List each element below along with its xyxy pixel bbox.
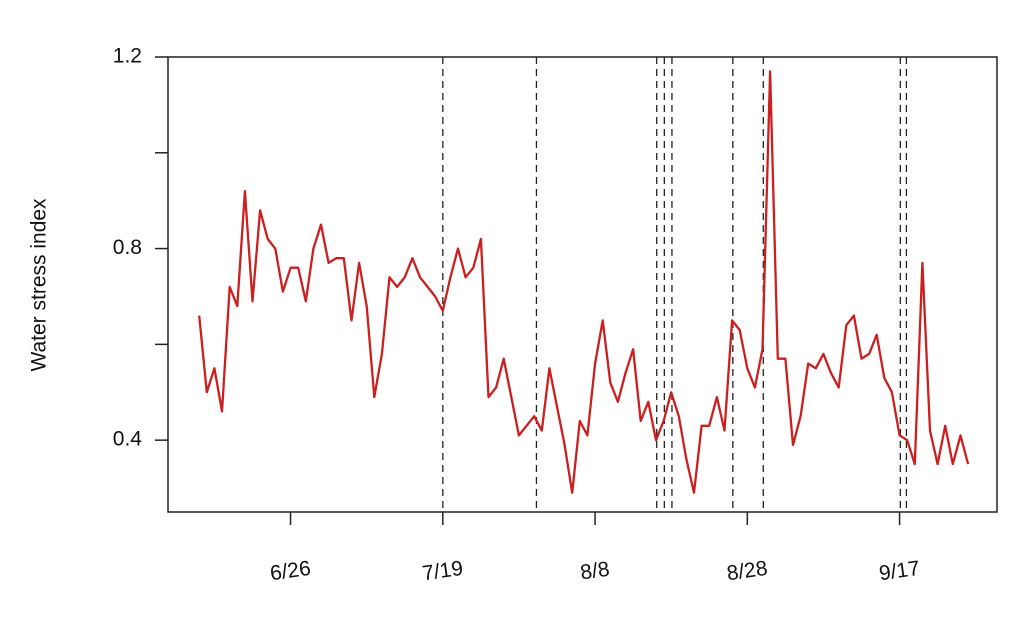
y-tick-label: 0.4 — [113, 428, 143, 451]
x-tick-label: 6/26 — [269, 557, 313, 585]
x-tick-label: 8/8 — [579, 558, 611, 585]
y-axis-label: Water stress index — [28, 198, 51, 372]
x-tick-label: 7/19 — [421, 557, 465, 585]
plot-frame — [167, 56, 998, 513]
x-tick-label: 9/17 — [878, 557, 922, 585]
y-tick-label: 0.8 — [113, 236, 142, 259]
y-tick-label: 1.2 — [113, 45, 142, 68]
x-tick-label: 8/28 — [725, 557, 769, 585]
data-line — [198, 70, 970, 494]
